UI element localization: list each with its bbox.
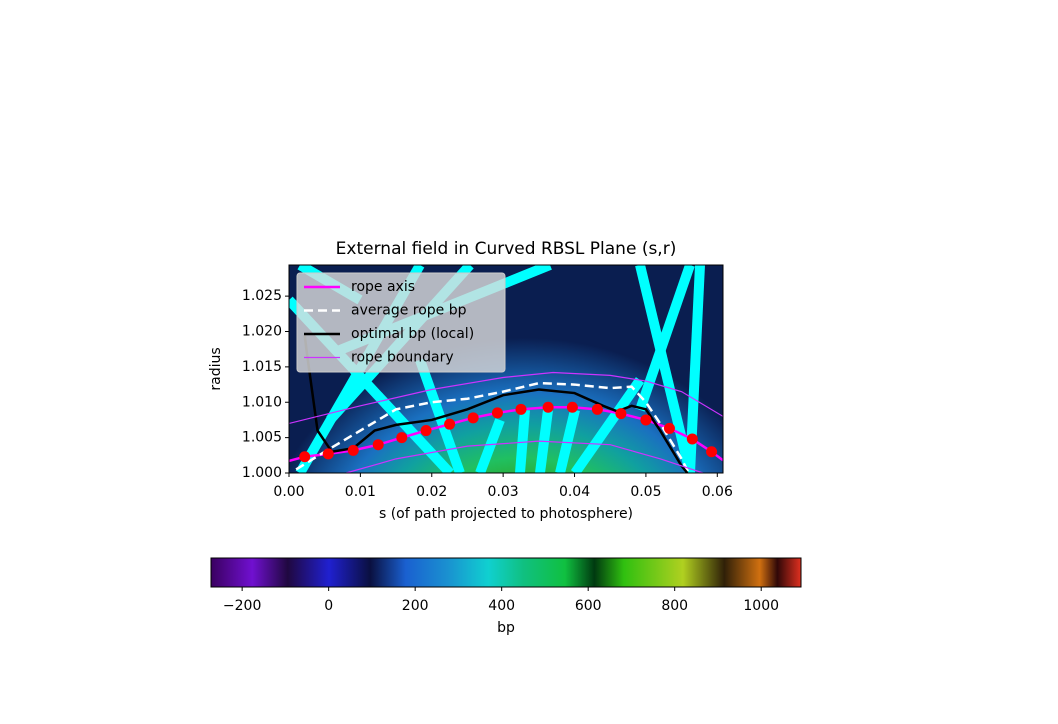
rope-marker bbox=[615, 408, 627, 420]
rope-marker bbox=[663, 422, 675, 434]
colorbar-tick-label: 400 bbox=[488, 598, 515, 614]
rope-marker bbox=[515, 403, 527, 415]
colorbar-tick-label: 1000 bbox=[743, 598, 779, 614]
axes-frame bbox=[288, 264, 724, 474]
x-tick-label: 0.02 bbox=[416, 484, 447, 500]
colorbar bbox=[210, 557, 802, 588]
plot bbox=[289, 334, 723, 473]
rope-marker bbox=[491, 407, 503, 419]
x-tick-label: 0.05 bbox=[630, 484, 661, 500]
legend: rope axis average rope bp optimal bp (loca… bbox=[296, 272, 506, 373]
y-tick-label: 1.010 bbox=[242, 394, 282, 410]
series-line bbox=[289, 371, 723, 473]
rope-marker bbox=[299, 451, 311, 463]
rope-marker bbox=[396, 432, 408, 444]
y-axis-label: radius bbox=[208, 347, 224, 390]
rope-marker bbox=[420, 425, 432, 437]
x-tick-label: 0.00 bbox=[273, 484, 304, 500]
chart-title: External field in Curved RBSL Plane (s,r… bbox=[336, 239, 677, 259]
legend-label: rope axis bbox=[351, 279, 415, 295]
colorbar-tick-label: 0 bbox=[324, 598, 333, 614]
rope-marker bbox=[542, 401, 554, 413]
y-tick-label: 1.000 bbox=[242, 465, 282, 481]
legend-label: average rope bp bbox=[351, 303, 467, 319]
colorbar-label: bp bbox=[497, 620, 515, 636]
y-tick-label: 1.020 bbox=[242, 324, 282, 340]
rope-marker bbox=[686, 433, 698, 445]
x-tick-label: 0.03 bbox=[488, 484, 519, 500]
rope-marker bbox=[706, 446, 718, 458]
x-axis-label: s (of path projected to photosphere) bbox=[379, 506, 633, 522]
colorbar-tick-label: −200 bbox=[223, 598, 261, 614]
colorbar-tick-label: 600 bbox=[575, 598, 602, 614]
colorbar-tick-label: 800 bbox=[661, 598, 688, 614]
rope-marker bbox=[444, 418, 456, 430]
x-tick-label: 0.06 bbox=[702, 484, 733, 500]
y-tick-label: 1.015 bbox=[242, 359, 282, 375]
colorbar-tick-label: 200 bbox=[402, 598, 429, 614]
x-tick-label: 0.04 bbox=[559, 484, 590, 500]
x-tick-label: 0.01 bbox=[345, 484, 376, 500]
y-tick-label: 1.005 bbox=[242, 430, 282, 446]
y-tick-label: 1.025 bbox=[242, 288, 282, 304]
legend-label: optimal bp (local) bbox=[351, 326, 474, 342]
rope-marker bbox=[467, 412, 479, 424]
rope-marker bbox=[640, 414, 652, 426]
series-line bbox=[295, 381, 690, 473]
rope-marker bbox=[591, 403, 603, 415]
legend-label: rope boundary bbox=[351, 350, 454, 366]
rope-marker bbox=[372, 439, 384, 451]
rope-marker bbox=[322, 448, 334, 460]
rope-marker bbox=[566, 401, 578, 413]
rope-marker bbox=[347, 444, 359, 456]
